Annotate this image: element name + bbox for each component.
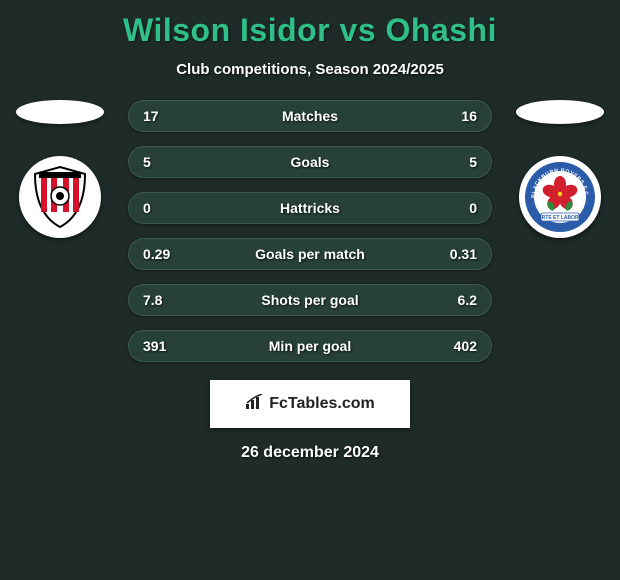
right-flag-icon — [516, 100, 604, 124]
left-flag-icon — [16, 100, 104, 124]
subtitle: Club competitions, Season 2024/2025 — [0, 61, 620, 78]
stat-right-value: 0.31 — [437, 246, 477, 262]
stat-right-value: 0 — [437, 200, 477, 216]
brand-box: FcTables.com — [210, 380, 410, 428]
stat-label: Hattricks — [280, 200, 340, 216]
stat-right-value: 16 — [437, 108, 477, 124]
stats-column: 17 Matches 16 5 Goals 5 0 Hattricks 0 0.29 Goals p… — [110, 100, 510, 362]
body: 17 Matches 16 5 Goals 5 0 Hattricks 0 0.29 Goals p… — [0, 78, 620, 362]
brand-chart-icon — [245, 394, 265, 415]
date-label: 26 december 2024 — [0, 444, 620, 462]
left-club-crest-icon — [19, 156, 101, 238]
right-club-crest-icon: BLACKBURN ROVERS F.C. — [519, 156, 601, 238]
stat-row: 7.8 Shots per goal 6.2 — [128, 284, 492, 316]
stat-left-value: 0 — [143, 200, 183, 216]
stat-right-value: 5 — [437, 154, 477, 170]
stat-row: 17 Matches 16 — [128, 100, 492, 132]
stat-row: 391 Min per goal 402 — [128, 330, 492, 362]
stat-left-value: 17 — [143, 108, 183, 124]
stat-label: Goals — [291, 154, 330, 170]
right-player-side: BLACKBURN ROVERS F.C. — [510, 100, 610, 238]
stat-row: 0.29 Goals per match 0.31 — [128, 238, 492, 270]
stat-right-value: 402 — [437, 338, 477, 354]
stat-left-value: 5 — [143, 154, 183, 170]
comparison-infographic: Wilson Isidor vs Ohashi Club competition… — [0, 0, 620, 580]
stat-row: 0 Hattricks 0 — [128, 192, 492, 224]
stat-label: Shots per goal — [261, 292, 358, 308]
stat-left-value: 391 — [143, 338, 183, 354]
stat-left-value: 0.29 — [143, 246, 183, 262]
stat-label: Min per goal — [269, 338, 351, 354]
stat-left-value: 7.8 — [143, 292, 183, 308]
page-title: Wilson Isidor vs Ohashi — [0, 0, 620, 49]
brand-text: FcTables.com — [269, 395, 375, 413]
stat-label: Goals per match — [255, 246, 365, 262]
stat-label: Matches — [282, 108, 338, 124]
svg-text:ARTE ET LABORE: ARTE ET LABORE — [538, 215, 583, 221]
left-player-side — [10, 100, 110, 238]
brand-label: FcTables.com — [245, 394, 375, 415]
stat-right-value: 6.2 — [437, 292, 477, 308]
stat-row: 5 Goals 5 — [128, 146, 492, 178]
